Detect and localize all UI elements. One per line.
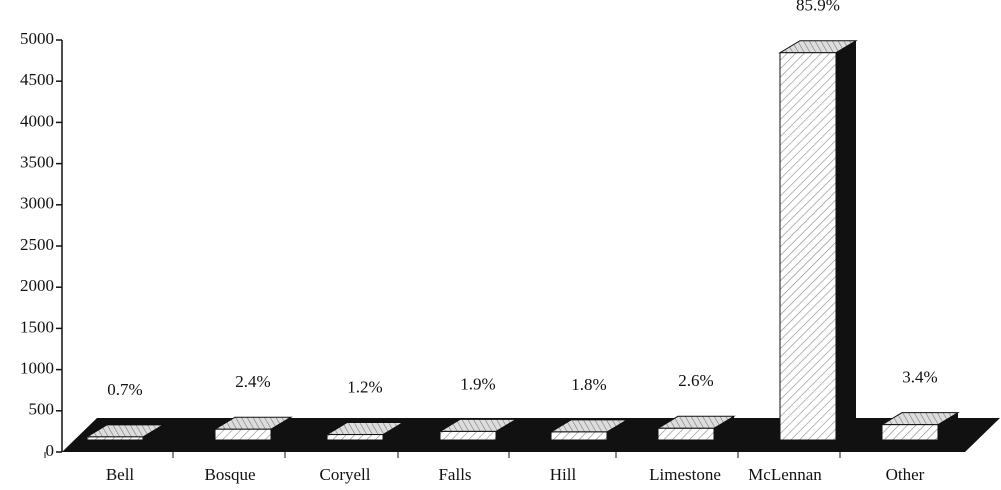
data-label: 1.8%	[571, 375, 606, 394]
data-label: 2.6%	[678, 371, 713, 390]
bar	[779, 52, 837, 441]
bar	[550, 431, 608, 441]
x-tick-label: Coryell	[320, 465, 371, 484]
data-label: 1.2%	[347, 377, 382, 396]
bar	[881, 424, 939, 441]
y-tick-label: 4000	[20, 111, 54, 130]
bar-side	[143, 424, 163, 440]
bar-side	[383, 422, 403, 440]
x-tick-label: Bosque	[205, 465, 256, 484]
bar	[214, 428, 272, 441]
data-label: 2.4%	[235, 372, 270, 391]
y-tick-label: 3500	[20, 153, 54, 172]
x-tick-label: Hill	[550, 465, 577, 484]
y-tick-label: 500	[29, 400, 55, 419]
bar	[657, 427, 715, 441]
bar-side	[836, 40, 856, 440]
bar-side	[607, 419, 627, 440]
x-tick-label: Limestone	[649, 465, 721, 484]
y-tick-label: 2000	[20, 276, 54, 295]
x-tick-label: Bell	[106, 465, 135, 484]
y-tick-label: 1500	[20, 317, 54, 336]
data-label: 85.9%	[796, 0, 840, 15]
y-tick-label: 3000	[20, 194, 54, 213]
bar	[326, 434, 384, 441]
bar-side	[496, 419, 516, 440]
bar	[86, 436, 144, 441]
bar-side	[714, 416, 734, 440]
bar	[439, 430, 497, 441]
y-tick-label: 2500	[20, 235, 54, 254]
data-label: 0.7%	[107, 380, 142, 399]
floor	[62, 418, 1000, 452]
x-tick-label: Falls	[438, 465, 471, 484]
y-tick-label: 1000	[20, 359, 54, 378]
y-tick-label: 5000	[20, 29, 54, 48]
x-tick-label: Other	[886, 465, 925, 484]
bar-side	[271, 417, 291, 440]
data-label: 3.4%	[902, 368, 937, 387]
y-tick-label: 4500	[20, 70, 54, 89]
data-label: 1.9%	[460, 374, 495, 393]
y-tick-label: 0	[46, 441, 55, 460]
bar-side	[938, 412, 958, 440]
x-tick-label: McLennan	[748, 465, 822, 484]
